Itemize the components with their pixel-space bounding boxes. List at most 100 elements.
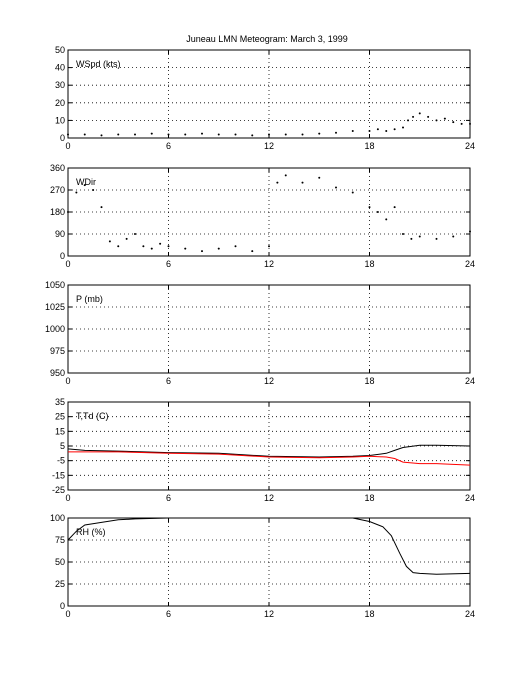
y-tick-label: 100	[50, 513, 65, 523]
y-tick-label: 5	[60, 441, 65, 451]
y-tick-label: 30	[55, 80, 65, 90]
data-point	[301, 133, 304, 136]
panel-0: 0 6 12 18 24 0 10 20 30 40 50 WSpd (kts)	[55, 45, 475, 151]
data-point	[335, 131, 337, 134]
data-point	[351, 191, 354, 194]
y-tick-label: 360	[50, 163, 65, 173]
data-point	[251, 134, 254, 137]
data-point	[134, 133, 136, 136]
x-tick-label: 0	[65, 141, 70, 151]
x-tick-label: 6	[166, 376, 171, 386]
x-tick-label: 6	[166, 493, 171, 503]
data-point	[335, 186, 337, 189]
x-tick-label: 12	[264, 141, 274, 151]
data-point	[234, 245, 237, 248]
data-point	[452, 235, 455, 238]
data-point	[418, 235, 421, 238]
x-tick-label: 24	[465, 259, 475, 269]
data-point	[393, 128, 396, 131]
data-point	[402, 233, 404, 235]
data-point	[268, 245, 270, 248]
data-point	[134, 233, 136, 235]
data-point	[217, 133, 220, 136]
y-tick-label: 75	[55, 535, 65, 545]
x-tick-label: 12	[264, 493, 274, 503]
series-line-0	[67, 517, 471, 575]
y-tick-label: 975	[50, 346, 65, 356]
x-tick-label: 24	[465, 493, 475, 503]
data-point	[412, 115, 415, 118]
x-tick-label: 24	[465, 141, 475, 151]
data-point	[385, 129, 388, 132]
data-point	[83, 133, 86, 136]
x-tick-label: 12	[264, 609, 274, 619]
data-point	[184, 133, 187, 136]
data-point	[150, 247, 153, 250]
data-point	[167, 245, 170, 248]
y-tick-label: 1050	[45, 280, 65, 290]
y-tick-label: 50	[55, 45, 65, 55]
x-tick-label: 0	[65, 609, 70, 619]
data-point	[284, 174, 287, 177]
data-point	[167, 133, 170, 136]
y-tick-label: 15	[55, 426, 65, 436]
x-tick-label: 18	[364, 376, 374, 386]
data-point	[100, 134, 103, 137]
data-point	[376, 211, 379, 213]
y-tick-label: 90	[55, 229, 65, 239]
figure-title: Juneau LMN Meteogram: March 3, 1999	[186, 34, 348, 44]
data-point	[184, 247, 187, 250]
y-tick-label: 25	[55, 579, 65, 589]
data-point	[117, 245, 120, 248]
y-tick-label: 270	[50, 185, 65, 195]
x-tick-label: 12	[264, 259, 274, 269]
data-point	[201, 132, 203, 135]
x-tick-label: 18	[364, 259, 374, 269]
x-tick-label: 6	[166, 259, 171, 269]
series-line-0	[67, 444, 471, 458]
data-point	[435, 237, 438, 240]
data-point	[460, 122, 463, 125]
data-point	[284, 133, 287, 136]
y-tick-label: 50	[55, 557, 65, 567]
data-point	[125, 237, 128, 240]
data-point	[83, 184, 86, 187]
y-tick-label: 0	[60, 251, 65, 261]
panel-label: P (mb)	[76, 294, 103, 304]
data-point	[217, 247, 220, 250]
x-tick-label: 6	[166, 141, 171, 151]
y-tick-label: -25	[52, 485, 65, 495]
data-point	[410, 237, 413, 240]
x-tick-label: 0	[65, 493, 70, 503]
x-tick-label: 0	[65, 376, 70, 386]
data-point	[393, 206, 396, 209]
data-point	[142, 245, 145, 248]
y-tick-label: 20	[55, 98, 65, 108]
data-point	[268, 133, 270, 136]
data-point	[301, 181, 304, 184]
data-point	[318, 132, 321, 135]
y-tick-label: -15	[52, 470, 65, 480]
data-point	[469, 230, 471, 233]
data-point	[469, 122, 471, 125]
data-point	[427, 115, 430, 118]
data-point	[234, 133, 237, 136]
y-tick-label: 35	[55, 397, 65, 407]
y-tick-label: 180	[50, 207, 65, 217]
data-point	[376, 128, 379, 131]
data-point	[117, 133, 120, 136]
data-point	[92, 189, 95, 191]
x-tick-label: 0	[65, 259, 70, 269]
x-tick-label: 24	[465, 609, 475, 619]
data-point	[435, 119, 438, 122]
data-point	[368, 206, 371, 209]
data-point	[159, 242, 162, 245]
panel-label: RH (%)	[76, 527, 106, 537]
data-point	[67, 133, 69, 136]
x-tick-label: 6	[166, 609, 171, 619]
data-point	[108, 240, 111, 243]
y-tick-label: 950	[50, 368, 65, 378]
x-tick-label: 24	[465, 376, 475, 386]
